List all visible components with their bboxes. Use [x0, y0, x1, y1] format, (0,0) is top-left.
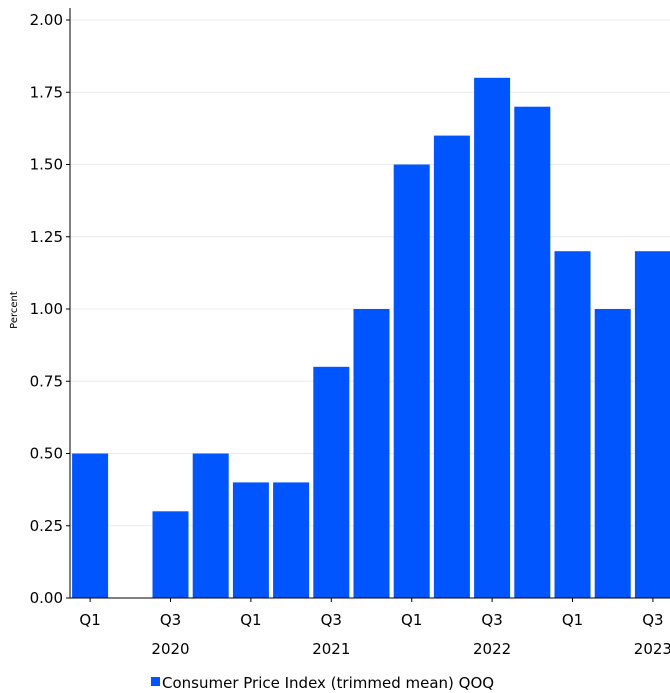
y-tick-label: 1.75 — [30, 83, 63, 101]
y-tick-label: 2.00 — [30, 11, 63, 29]
x-tick-label: Q1 — [240, 611, 261, 629]
legend-label: Consumer Price Index (trimmed mean) QOQ — [162, 674, 494, 692]
bar-q1-2021 — [232, 482, 269, 598]
y-tick-labels: 0.00 0.25 0.50 0.75 1.00 1.25 1.50 1.75 2.00 — [30, 11, 70, 607]
x-tick-label: Q3 — [642, 611, 663, 629]
year-labels: 2020 2021 2022 2023 — [151, 640, 670, 658]
bar-q4-2022 — [514, 106, 551, 598]
year-label: 2023 — [634, 640, 670, 658]
x-tick-label: Q3 — [321, 611, 342, 629]
y-tick-label: 0.50 — [30, 445, 63, 463]
year-label: 2022 — [473, 640, 511, 658]
x-tick-label: Q1 — [79, 611, 100, 629]
bar-q3-2023 — [634, 251, 670, 598]
x-tick-label: Q1 — [562, 611, 583, 629]
y-tick-label: 0.25 — [30, 517, 63, 535]
y-tick-label: 1.25 — [30, 228, 63, 246]
bar-q2-2021 — [273, 482, 310, 598]
year-label: 2020 — [151, 640, 189, 658]
bar-q3-2021 — [313, 366, 350, 598]
x-tick-labels: Q1 Q3 Q1 Q3 Q1 Q3 Q1 Q3 — [79, 598, 664, 629]
bar-q4-2021 — [353, 309, 390, 598]
x-tick-label: Q1 — [401, 611, 422, 629]
bar-q3-2022 — [474, 77, 511, 599]
year-label: 2021 — [312, 640, 350, 658]
legend-swatch — [151, 677, 160, 686]
y-tick-label: 0.75 — [30, 372, 63, 390]
bars — [72, 77, 670, 599]
x-tick-label: Q3 — [160, 611, 181, 629]
bar-q4-2020 — [192, 453, 229, 598]
y-tick-label: 0.00 — [30, 589, 63, 607]
x-tick-label: Q3 — [481, 611, 502, 629]
bar-q3-2020 — [152, 511, 189, 598]
bar-q1-2023 — [554, 251, 591, 598]
bar-q1-2020 — [72, 453, 109, 598]
legend: Consumer Price Index (trimmed mean) QOQ — [151, 674, 494, 692]
y-tick-label: 1.00 — [30, 300, 63, 318]
y-axis-label: Percent — [9, 291, 20, 329]
bar-q2-2023 — [594, 309, 631, 598]
bar-q1-2022 — [393, 164, 430, 598]
bar-q2-2022 — [433, 135, 470, 598]
y-tick-label: 1.50 — [30, 156, 63, 174]
